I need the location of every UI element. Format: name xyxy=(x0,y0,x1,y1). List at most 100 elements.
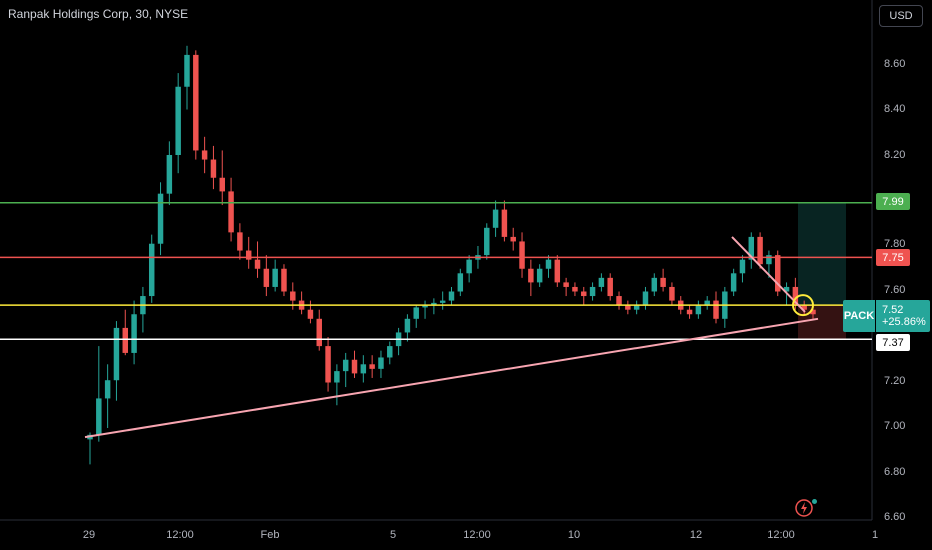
price-tick: 7.00 xyxy=(884,420,906,432)
candle-body xyxy=(492,209,499,228)
time-tick: 5 xyxy=(389,529,397,541)
price-tick: 8.20 xyxy=(884,149,906,161)
profit-zone xyxy=(798,202,846,306)
time-tick: 12:00 xyxy=(767,529,795,541)
candle-body xyxy=(695,305,702,315)
candle-body xyxy=(219,177,225,192)
candle-body xyxy=(783,286,790,292)
candle-body xyxy=(378,357,384,369)
currency-button[interactable]: USD xyxy=(879,5,923,27)
candle-body xyxy=(131,314,137,353)
candle-body xyxy=(157,193,164,244)
candle-body xyxy=(201,150,208,160)
candle-body xyxy=(484,227,490,256)
target-level-label: 7.99 xyxy=(876,193,910,210)
candle-body xyxy=(448,291,455,301)
price-tick: 8.40 xyxy=(884,103,906,115)
resistance-trendline xyxy=(731,236,806,313)
candle-body xyxy=(686,309,693,315)
candle-body xyxy=(563,282,569,287)
candle-body xyxy=(589,286,596,297)
candle-body xyxy=(713,300,719,319)
price-tick: 6.60 xyxy=(884,511,906,523)
candle-body xyxy=(766,255,772,265)
candle-body xyxy=(193,54,199,151)
candle-body xyxy=(148,243,155,297)
candle-body xyxy=(281,268,287,292)
time-tick: 29 xyxy=(82,529,96,541)
notification-dot xyxy=(812,499,817,504)
support-trendline xyxy=(84,317,819,439)
apex-highlight-circle xyxy=(792,294,814,317)
price-tick: 7.20 xyxy=(884,375,906,387)
candle-body xyxy=(660,277,666,287)
price-change: +25.86% xyxy=(882,316,926,328)
candle-body xyxy=(342,359,349,372)
candle-body xyxy=(254,259,261,269)
last-price-badge: 7.52 +25.86% xyxy=(876,300,930,332)
stop-level-label: 7.37 xyxy=(876,334,910,351)
candle-body xyxy=(104,380,111,399)
candle-body xyxy=(581,291,587,297)
time-tick: 1 xyxy=(871,529,879,541)
candle-body xyxy=(96,398,102,435)
candle-body xyxy=(704,300,710,306)
candle-body xyxy=(431,302,437,306)
resistance-level-label: 7.75 xyxy=(876,249,910,266)
candle-body xyxy=(810,309,816,315)
candle-body xyxy=(501,209,508,237)
candle-body xyxy=(545,259,552,269)
candle-body xyxy=(633,305,640,310)
last-price: 7.52 xyxy=(882,304,904,316)
candle-body xyxy=(439,300,446,303)
candle-body xyxy=(466,259,472,274)
time-tick: 12 xyxy=(689,529,703,541)
candle-body xyxy=(272,268,278,287)
candle-body xyxy=(360,364,367,374)
chart-title: Ranpak Holdings Corp, 30, NYSE xyxy=(8,7,189,21)
candle-body xyxy=(625,305,631,310)
price-tick: 8.60 xyxy=(884,58,906,70)
candle-body xyxy=(536,268,543,283)
symbol-badge: PACK xyxy=(843,300,875,332)
candle-body xyxy=(210,159,217,178)
candle-body xyxy=(748,236,755,260)
candle-body xyxy=(519,241,525,269)
candle-body xyxy=(598,277,605,287)
candle-body xyxy=(334,371,340,383)
candle-body xyxy=(184,54,190,87)
candle-body xyxy=(572,286,578,292)
candle-body xyxy=(237,232,243,251)
candle-body xyxy=(457,273,464,292)
price-tick: 7.80 xyxy=(884,238,906,250)
loss-zone xyxy=(798,305,846,340)
candle-body xyxy=(801,305,807,310)
candle-body xyxy=(122,327,129,353)
candle-body xyxy=(166,155,173,194)
candle-body xyxy=(669,286,675,301)
candle-body xyxy=(228,191,234,233)
candle-body xyxy=(387,346,393,358)
candle-body xyxy=(325,346,331,383)
candle-body xyxy=(290,291,296,301)
candle-body xyxy=(792,286,799,306)
candle-body xyxy=(616,296,622,306)
candle-body xyxy=(113,327,120,381)
candle-body xyxy=(554,259,561,283)
candle-body xyxy=(413,307,419,319)
lightning-icon[interactable] xyxy=(794,498,814,518)
candle-body xyxy=(651,277,658,292)
candle-body xyxy=(175,86,181,155)
time-tick: 10 xyxy=(567,529,581,541)
candle-body xyxy=(528,268,534,283)
time-tick: Feb xyxy=(260,529,280,541)
candle-body xyxy=(422,305,428,308)
candle-body xyxy=(245,250,252,260)
candle-body xyxy=(369,364,375,369)
candle-body xyxy=(351,359,358,374)
candle-body xyxy=(774,255,781,292)
candle-body xyxy=(757,236,763,265)
time-tick: 12:00 xyxy=(166,529,194,541)
candle-body xyxy=(730,273,737,292)
